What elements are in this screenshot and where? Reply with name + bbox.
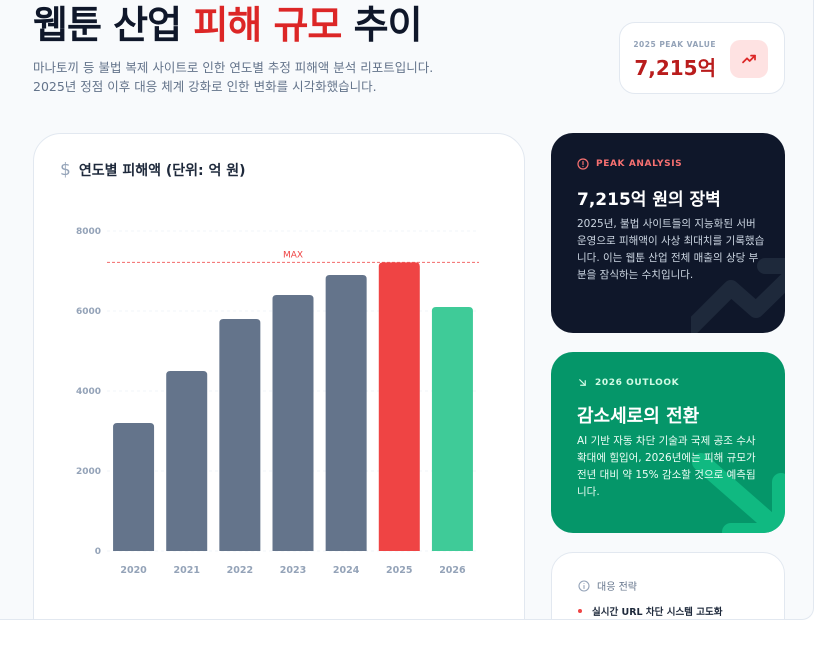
bar-2025 [378, 262, 420, 551]
title-accent: 피해 규모 [193, 3, 342, 47]
subtitle-line-2: 2025년 정점 이후 대응 체계 강화로 인한 변화를 시각화했습니다. [33, 79, 377, 94]
bullet-dot [578, 609, 582, 613]
peak-analysis-title: 7,215억 원의 장벽 [577, 190, 721, 210]
strategy-header: 대응 전략 [578, 578, 637, 593]
arrow-down-right-watermark-icon [692, 453, 785, 533]
outlook-card: 2026 OUTLOOK 감소세로의 전환 AI 기반 자동 차단 기술과 국제… [551, 352, 785, 533]
bar-2020 [113, 423, 155, 551]
x-tick-label: 2023 [280, 565, 306, 576]
outlook-tag: 2026 OUTLOOK [577, 377, 679, 388]
info-icon [578, 579, 590, 592]
strategy-item-label: 실시간 URL 차단 시스템 고도화 [592, 607, 723, 618]
bar-chart: 0 2000 4000 6000 8000 2020 2021 2022 2023 2024 202… [76, 227, 479, 576]
y-tick-label: 4000 [76, 387, 101, 397]
outlook-title: 감소세로의 전환 [577, 406, 700, 427]
strategy-card: 대응 전략 실시간 URL 차단 시스템 고도화 [551, 552, 785, 619]
peak-analysis-body: 2025년, 불법 사이트들의 지능화된 서버 운영으로 피해액이 사상 최대치… [577, 218, 765, 281]
x-tick-label: 2020 [120, 565, 147, 576]
peak-value-label: 2025 PEAK VALUE [633, 40, 716, 49]
peak-value: 7,215억 [634, 56, 716, 80]
y-tick-label: 8000 [76, 227, 101, 237]
y-tick-label: 6000 [76, 307, 101, 317]
title-part-3: 추이 [353, 3, 423, 47]
chart-title: 연도별 피해액 (단위: 억 원) [78, 163, 246, 179]
dollar-icon: $ [60, 160, 71, 180]
bar-2023 [272, 295, 314, 551]
strategy-title: 대응 전략 [597, 582, 637, 593]
x-tick-label: 2024 [333, 565, 360, 576]
chart-header: $ 연도별 피해액 (단위: 억 원) [60, 160, 246, 180]
bar-2026 [431, 307, 473, 551]
page-subtitle: 마나토끼 등 불법 복제 사이트로 인한 연도별 추정 피해액 분석 리포트입니… [33, 58, 433, 96]
bar-2022 [219, 319, 261, 551]
peak-analysis-tag: PEAK ANALYSIS [577, 158, 682, 170]
subtitle-line-1: 마나토끼 등 불법 복제 사이트로 인한 연도별 추정 피해액 분석 리포트입니… [33, 60, 434, 75]
page-title: 웹툰 산업 피해 규모 추이 [33, 2, 423, 48]
x-tick-label: 2021 [173, 565, 199, 576]
outlook-body: AI 기반 자동 차단 기술과 국제 공조 수사 확대에 힘입어, 2026년에… [577, 435, 756, 498]
alert-circle-icon [577, 158, 589, 170]
title-part-1: 웹툰 산업 [33, 3, 182, 47]
peak-analysis-card: PEAK ANALYSIS 7,215억 원의 장벽 2025년, 불법 사이트… [551, 133, 785, 333]
peak-analysis-tag-label: PEAK ANALYSIS [596, 159, 683, 169]
bar-2024 [325, 275, 367, 551]
max-reference-label: MAX [283, 250, 303, 260]
strategy-item: 실시간 URL 차단 시스템 고도화 [578, 604, 722, 618]
y-tick-label: 0 [95, 547, 101, 557]
x-tick-label: 2026 [439, 565, 466, 576]
chart-card: $ 연도별 피해액 (단위: 억 원) 0 2000 4000 6000 8000 202… [33, 133, 525, 619]
y-tick-label: 2000 [76, 467, 101, 477]
x-tick-label: 2025 [386, 565, 412, 576]
trending-up-icon [730, 40, 768, 78]
bar-2021 [166, 371, 208, 551]
x-tick-label: 2022 [227, 565, 253, 576]
arrow-down-right-icon [579, 379, 586, 386]
trending-up-watermark-icon [691, 258, 785, 333]
outlook-tag-label: 2026 OUTLOOK [595, 377, 680, 388]
page-background: 웹툰 산업 피해 규모 추이 마나토끼 등 불법 복제 사이트로 인한 연도별 … [0, 0, 814, 620]
peak-value-card: 2025 PEAK VALUE 7,215억 [619, 22, 785, 94]
